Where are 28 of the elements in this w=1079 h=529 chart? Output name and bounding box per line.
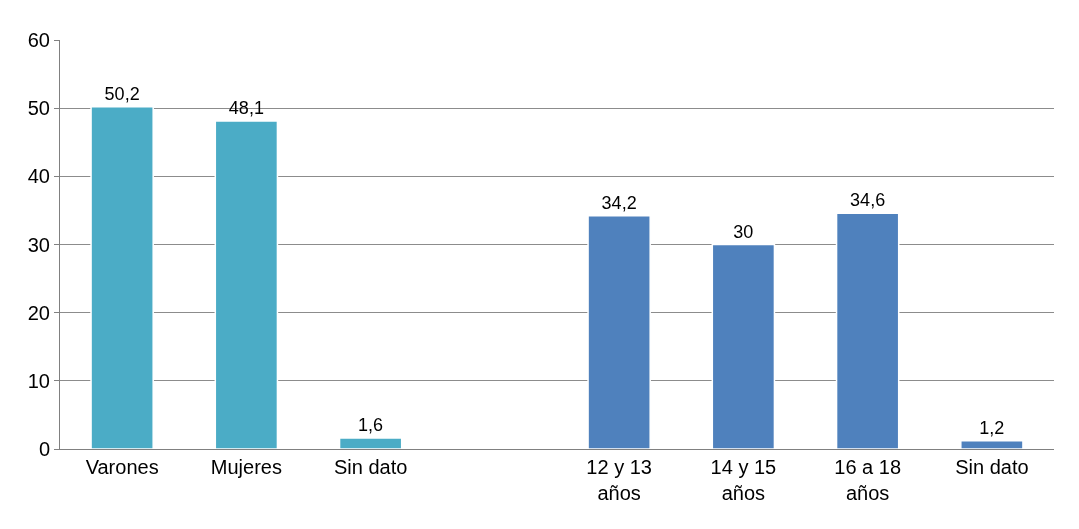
bar [338,437,403,449]
bar [711,243,776,449]
y-tick-label: 60 [27,29,50,51]
y-tick-label: 30 [27,233,50,256]
data-label: 48,1 [228,98,264,119]
x-tick-label: Varones [85,456,159,478]
bar [587,215,651,449]
data-label: 50,2 [104,83,140,104]
x-tick-label: 12 y 13 años [586,456,652,504]
data-label: 1,2 [979,417,1005,438]
x-tick-label: Sin dato [955,456,1029,478]
bar [90,106,154,449]
bar [835,212,900,449]
data-label: 34,2 [601,192,637,213]
y-tick-label: 10 [27,369,50,392]
y-tick-label: 50 [27,97,50,120]
x-tick-label: Sin dato [333,456,408,478]
y-tick-label: 0 [38,438,50,460]
y-tick-label: 20 [27,301,50,324]
bar [960,440,1024,449]
x-tick-label: Mujeres [210,456,282,478]
data-label: 30 [733,221,754,242]
x-tick-label: 14 y 15 años [710,456,777,504]
x-tick-label: 16 a 18 años [834,456,901,504]
y-tick-label: 40 [27,165,50,188]
bar [214,120,279,449]
data-label: 34,6 [850,190,886,211]
data-label: 1,6 [358,415,384,436]
